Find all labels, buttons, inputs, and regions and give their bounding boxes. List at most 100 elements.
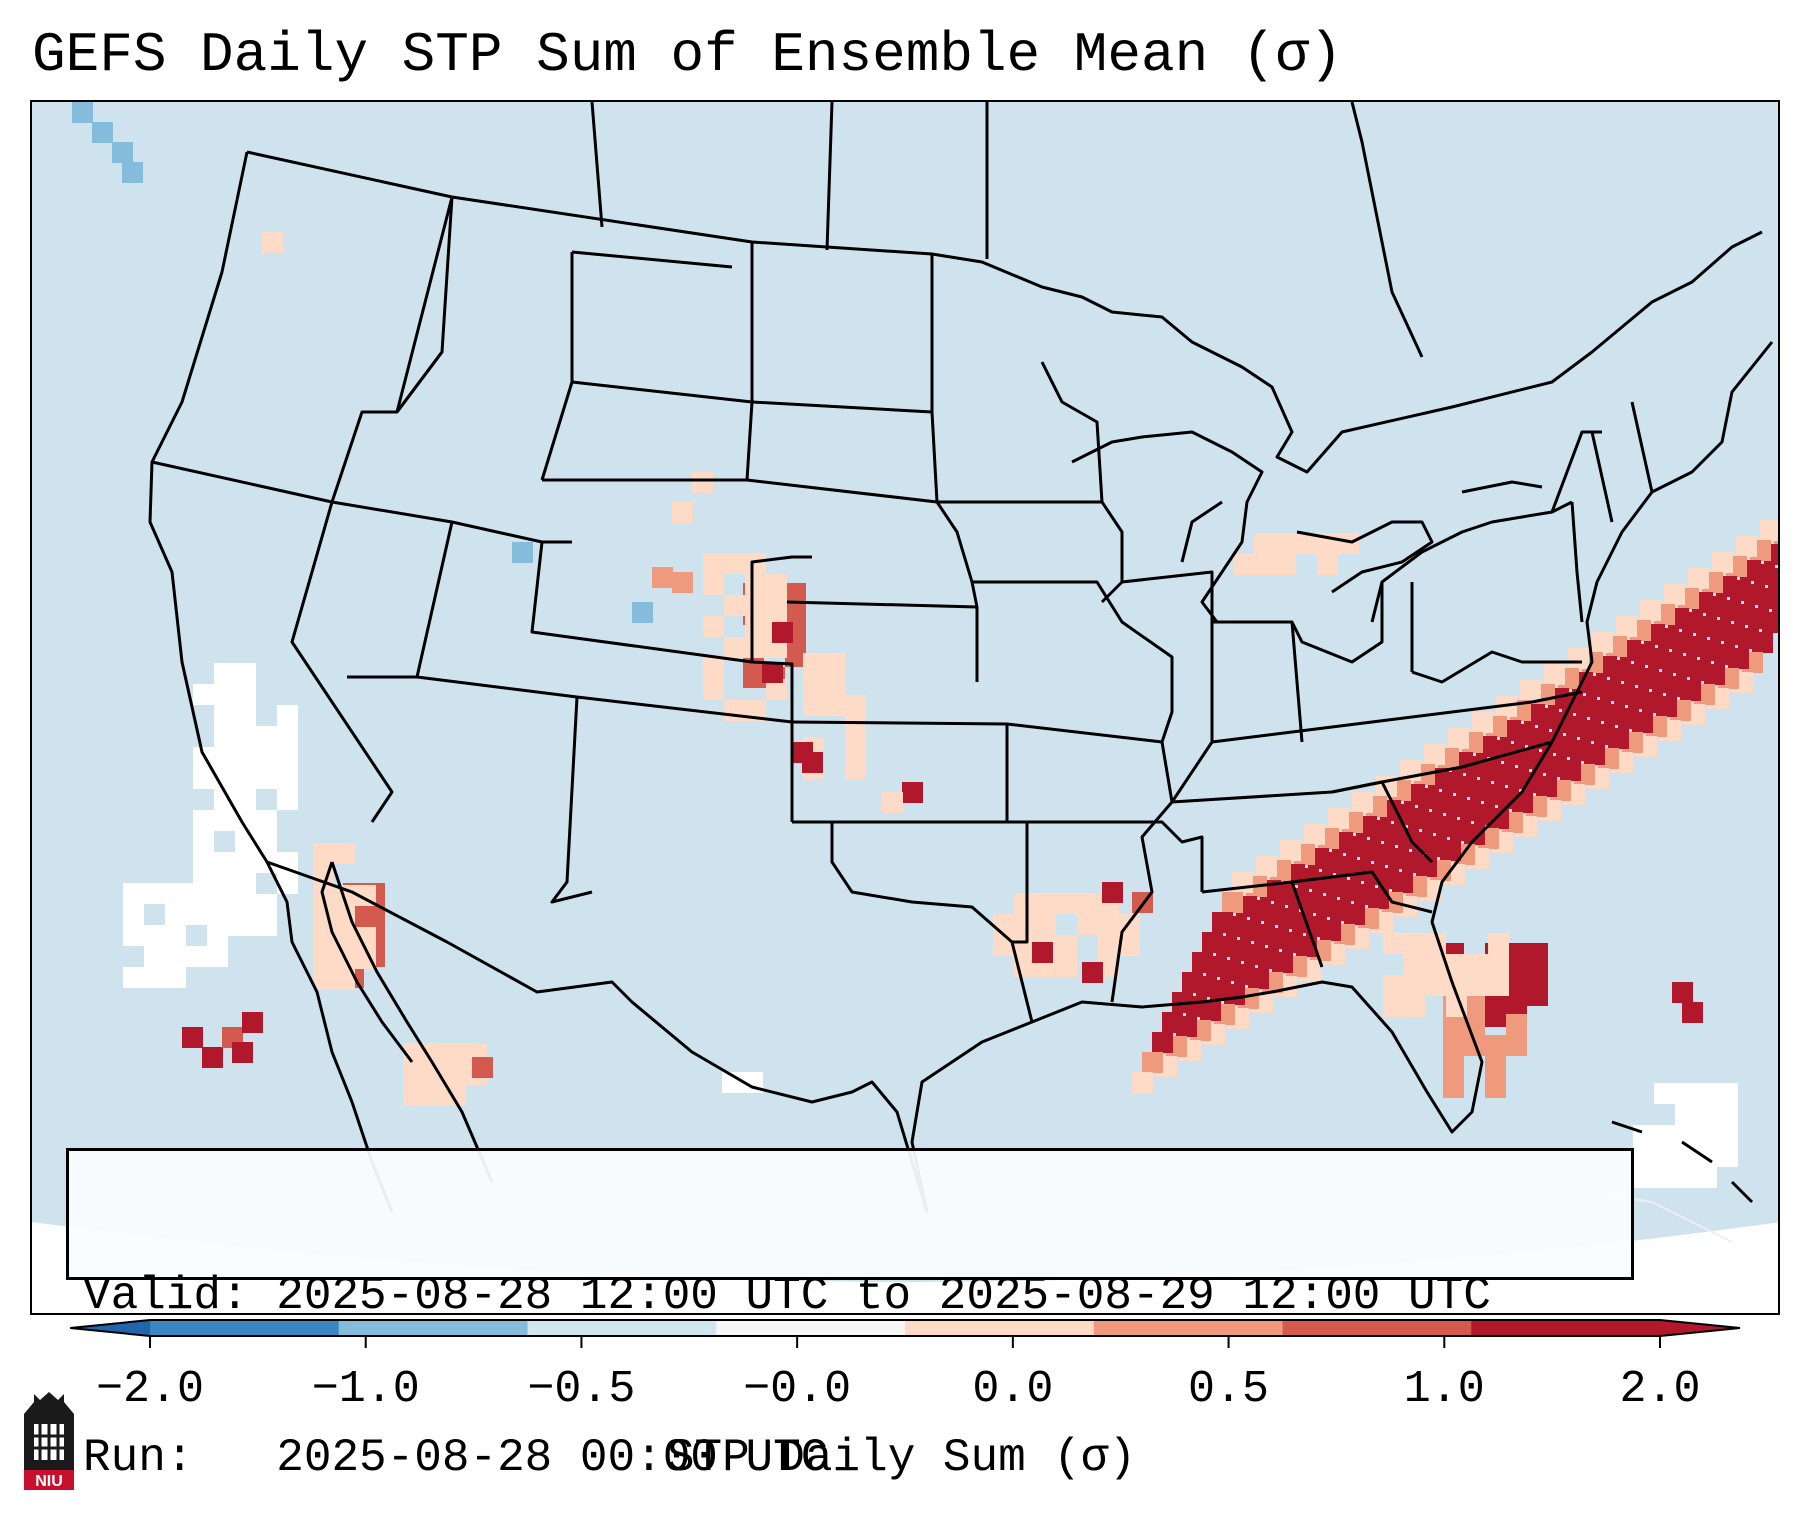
plains-cell [845, 737, 866, 758]
plains-cell [785, 583, 806, 604]
pacific-cell [214, 705, 235, 726]
baja-cell [355, 948, 376, 969]
florida-cell [1443, 1014, 1464, 1035]
atlantic-cell [1202, 932, 1223, 953]
plains-cell [766, 679, 787, 700]
florida-cell [1488, 933, 1509, 954]
gulf-cell [1056, 935, 1077, 956]
stp-cell [232, 1042, 253, 1063]
colorbar-tick-label: 1.0 [1403, 1364, 1485, 1415]
stp-cell [692, 472, 713, 493]
gulf-cell [1077, 914, 1098, 935]
pacific-cell [207, 904, 228, 925]
atlantic-cell [1212, 912, 1233, 933]
gulf-cell [1077, 893, 1098, 914]
stp-cell [112, 142, 133, 163]
islands-cell [1696, 1125, 1717, 1146]
colorbar [70, 1319, 1741, 1348]
mexico-cell [424, 1085, 445, 1106]
florida-cell [1425, 954, 1446, 975]
florida-cell [1404, 954, 1425, 975]
atlantic-cell [1778, 548, 1780, 569]
pacific-cell [123, 925, 144, 946]
ohio-cell [1317, 554, 1338, 575]
pacific-cell [277, 789, 298, 810]
plains-cell [703, 679, 724, 700]
plains-cell [724, 595, 745, 616]
colorbar-label: STP Daily Sum (σ) [666, 1432, 1137, 1484]
florida-cell [1404, 975, 1425, 996]
florida-cell [1383, 996, 1404, 1017]
islands-cell [1675, 1125, 1696, 1146]
pacific-cell [277, 705, 298, 726]
plains-cell [845, 695, 866, 716]
plains-cell [745, 553, 766, 574]
baja-cell [334, 843, 355, 864]
florida-cell [1383, 975, 1404, 996]
pacific-cell [277, 873, 298, 894]
pacific-cell [214, 663, 235, 684]
pacific-cell [144, 883, 165, 904]
islands-cell [1717, 1125, 1738, 1146]
colorbar-tick-label: −0.0 [743, 1364, 852, 1415]
colorbar-tick-label: 0.5 [1188, 1364, 1270, 1415]
florida-cell [1527, 985, 1548, 1006]
florida-cell [1506, 943, 1527, 964]
us-canada-border [246, 150, 1763, 474]
pacific-cell [214, 789, 235, 810]
great-lakes [1071, 430, 1543, 623]
colorbar-extend-high [1660, 1320, 1740, 1336]
stp-cell [92, 122, 113, 143]
plains-cell [766, 595, 787, 616]
colorbar-extend-low [70, 1320, 150, 1336]
plains-cell [803, 674, 824, 695]
florida-cell [1443, 1077, 1464, 1098]
stp-cell [1032, 942, 1053, 963]
pacific-cell [186, 946, 207, 967]
plains-cell [803, 695, 824, 716]
gulf-cell [1098, 914, 1119, 935]
logo-text: NIU [35, 1473, 63, 1490]
pacific-cell [256, 831, 277, 852]
ohio-cell [1338, 533, 1359, 554]
islands-cell [1717, 1146, 1738, 1167]
atlantic-cell [1280, 840, 1301, 861]
pacific-cell [165, 904, 186, 925]
florida-cell [1467, 954, 1488, 975]
mexico-cell [445, 1064, 466, 1085]
stp-cell [122, 162, 143, 183]
baja-cell [313, 843, 334, 864]
gulf-cell [1056, 893, 1077, 914]
ohio-cell [1233, 554, 1254, 575]
islands-cell [1654, 1083, 1675, 1104]
islands-cell [1675, 1167, 1696, 1188]
gulf-cell [1119, 935, 1140, 956]
ohio-cell [1275, 533, 1296, 554]
pacific-cell [193, 684, 214, 705]
pacific-cell [193, 831, 214, 852]
stp-cell [1682, 1002, 1703, 1023]
boundaries [148, 102, 1774, 1243]
atlantic-cell [1328, 808, 1349, 829]
gulf-coastline [910, 341, 1774, 1213]
gulf-cell [1056, 956, 1077, 977]
pacific-cell [193, 852, 214, 873]
islands-cell [1675, 1146, 1696, 1167]
pacific-cell [235, 810, 256, 831]
plains-cell [743, 667, 764, 688]
stp-cell [72, 102, 93, 123]
stp-cell [652, 567, 673, 588]
gulf-cell [1098, 956, 1119, 977]
stp-cell [1672, 982, 1693, 1003]
pacific-cell [165, 967, 186, 988]
baja-cell [364, 904, 385, 925]
gulf-cell [1014, 914, 1035, 935]
pacific-cell [235, 747, 256, 768]
plains-cell [824, 653, 845, 674]
pacific-cell [144, 925, 165, 946]
islands-cell [1654, 1146, 1675, 1167]
ohio-cell [1254, 554, 1275, 575]
stp-cell [672, 502, 693, 523]
pacific-cell [165, 946, 186, 967]
islands-cell [1717, 1083, 1738, 1104]
